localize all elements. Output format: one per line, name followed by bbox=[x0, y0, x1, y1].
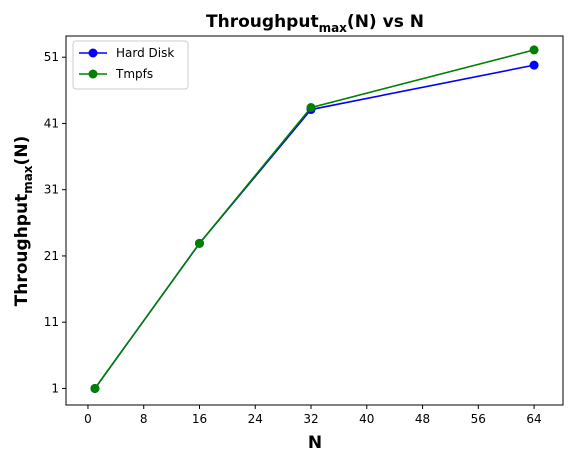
plot-area bbox=[65, 35, 564, 406]
y-tick-label: 21 bbox=[44, 249, 59, 263]
data-point bbox=[90, 383, 100, 393]
y-tick-label: 1 bbox=[51, 381, 59, 395]
x-tick-label: 48 bbox=[415, 412, 430, 426]
x-tick-label: 8 bbox=[140, 412, 148, 426]
x-axis-label: N bbox=[308, 433, 322, 453]
legend-label: Hard Disk bbox=[116, 46, 174, 60]
data-point bbox=[194, 238, 204, 248]
y-tick-label: 41 bbox=[44, 116, 59, 130]
legend-label: Tmpfs bbox=[115, 67, 153, 81]
series-line-1 bbox=[94, 49, 535, 389]
series-layer bbox=[90, 45, 539, 393]
x-axis: 0 8 16 24 32 40 48 56 64 bbox=[84, 405, 542, 426]
x-tick-label: 40 bbox=[359, 412, 374, 426]
legend-marker bbox=[88, 69, 98, 79]
legend-marker bbox=[88, 48, 98, 58]
legend: Hard Disk Tmpfs bbox=[72, 40, 189, 90]
x-tick-label: 56 bbox=[471, 412, 486, 426]
chart-title: Throughputmax(N) vs N bbox=[206, 12, 424, 35]
y-tick-label: 11 bbox=[44, 315, 59, 329]
x-tick-label: 16 bbox=[192, 412, 207, 426]
x-tick-label: 0 bbox=[84, 412, 92, 426]
data-point bbox=[529, 60, 539, 70]
y-tick-label: 51 bbox=[44, 50, 59, 64]
x-tick-label: 64 bbox=[526, 412, 541, 426]
y-axis-label: Throughputmax(N) bbox=[12, 136, 35, 307]
data-point bbox=[306, 103, 316, 113]
data-point bbox=[529, 45, 539, 55]
x-tick-label: 32 bbox=[303, 412, 318, 426]
x-tick-label: 24 bbox=[248, 412, 263, 426]
y-tick-label: 31 bbox=[44, 183, 59, 197]
